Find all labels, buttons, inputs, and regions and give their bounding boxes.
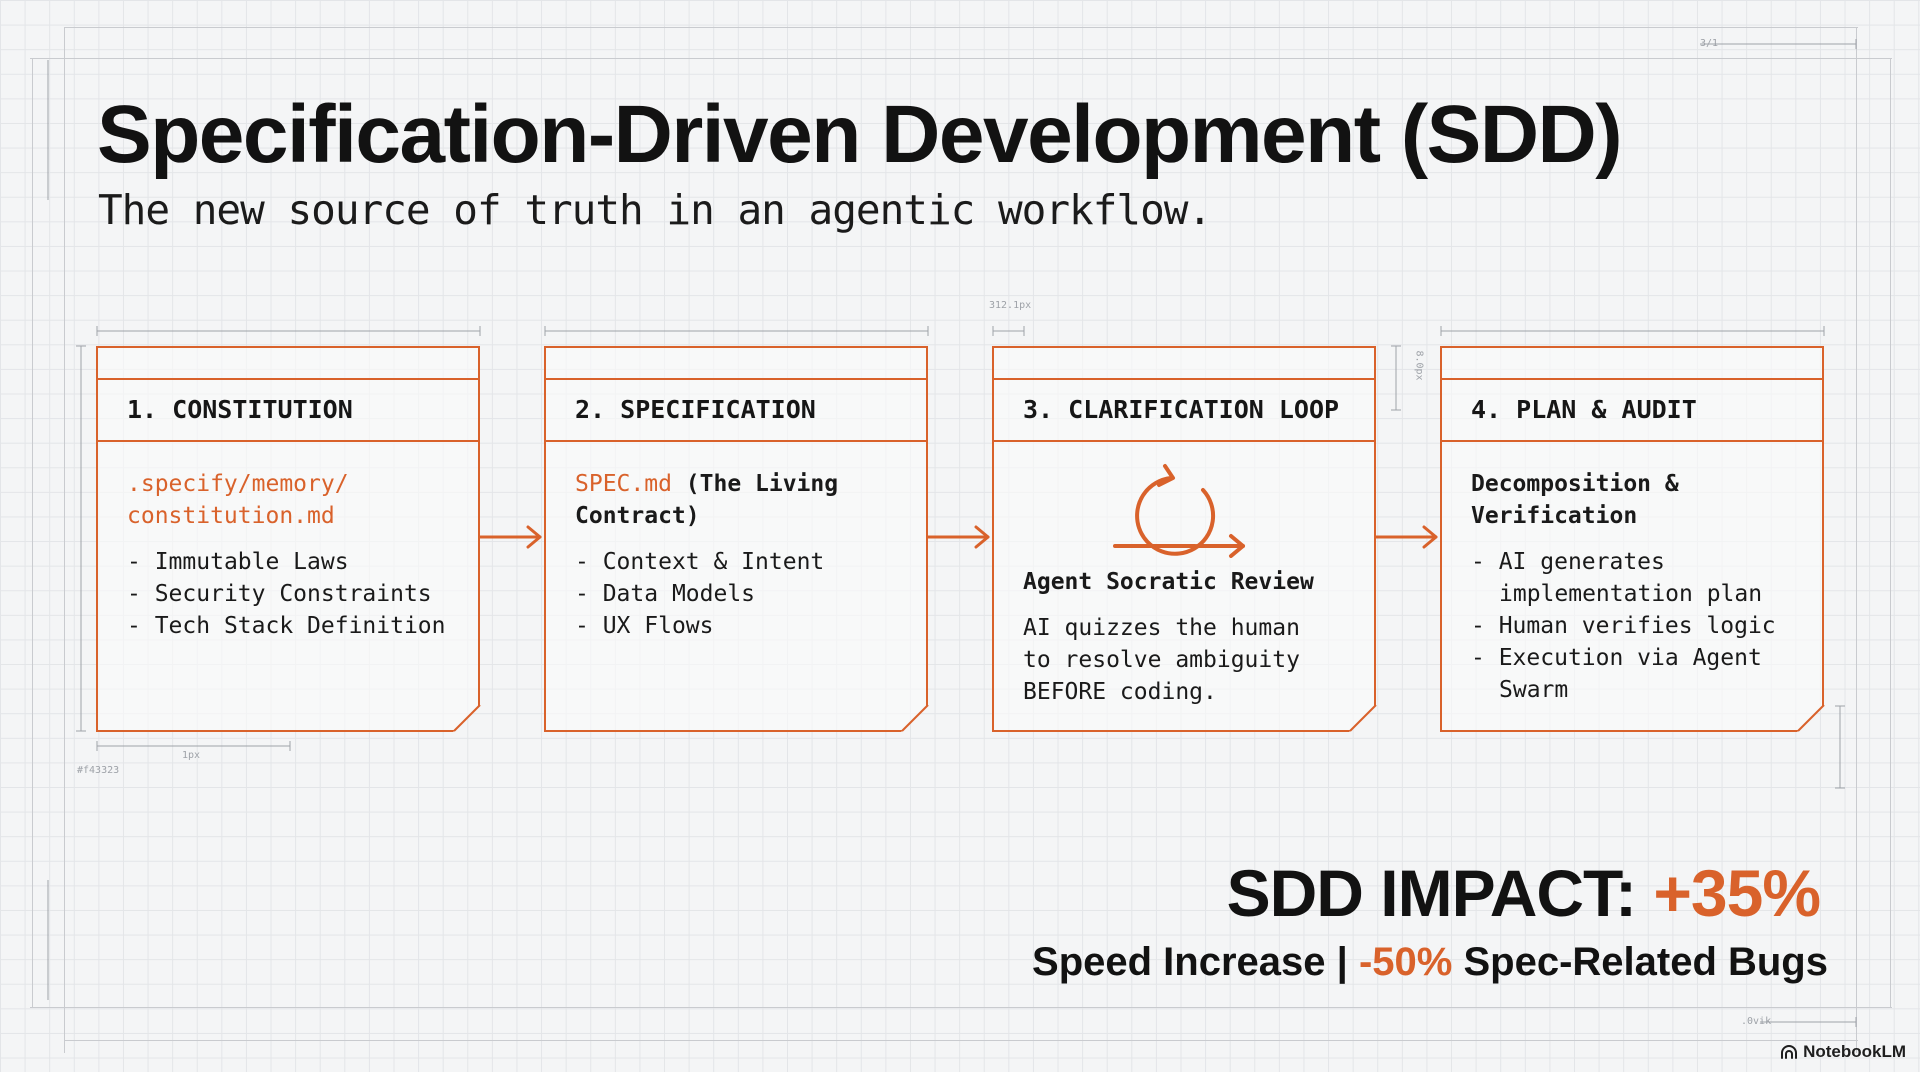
- file-name: SPEC.md: [575, 471, 672, 497]
- page-subtitle: The new source of truth in an agentic wo…: [98, 186, 1212, 234]
- item-list: AI generates implementation plan Human v…: [1471, 546, 1804, 706]
- intro-rest: (The Living Contract): [575, 471, 839, 529]
- list-item: Tech Stack Definition: [127, 610, 460, 642]
- branding: NotebookLM: [1780, 1042, 1906, 1062]
- list-item: UX Flows: [575, 610, 908, 642]
- impact-headline: SDD IMPACT: +35%: [1226, 855, 1821, 931]
- card-body: SPEC.md (The Living Contract) Context & …: [546, 442, 926, 642]
- frame-top-line: [64, 27, 1858, 28]
- card-body: .specify/memory/ constitution.md Immutab…: [98, 442, 478, 642]
- frame-left-outer-line: [32, 58, 33, 1008]
- card-body: Decomposition & Verification AI generate…: [1442, 442, 1822, 706]
- card-intro: .specify/memory/ constitution.md: [127, 468, 367, 532]
- impact-label: SDD IMPACT:: [1226, 856, 1654, 930]
- impact-details: Speed Increase | -50% Spec-Related Bugs: [1032, 940, 1828, 985]
- arrow-right-icon: [1374, 525, 1438, 549]
- speed-label: Speed Increase: [1032, 940, 1326, 984]
- card-top-band: [546, 348, 926, 380]
- item-list: Immutable Laws Security Constraints Tech…: [127, 546, 460, 642]
- dimension-label: .0vik: [1741, 1016, 1772, 1027]
- frame-right-outer-line: [1890, 58, 1891, 1008]
- step-card-plan-audit: 4. PLAN & AUDIT Decomposition & Verifica…: [1440, 346, 1824, 732]
- card-heading: 1. CONSTITUTION: [98, 380, 478, 442]
- list-item: Context & Intent: [575, 546, 908, 578]
- step-card-clarification-loop: 3. CLARIFICATION LOOP Agent Socratic Rev…: [992, 346, 1376, 732]
- frame-bottom-line: [30, 1007, 1892, 1008]
- brand-label: NotebookLM: [1803, 1042, 1906, 1061]
- card-heading: 3. CLARIFICATION LOOP: [994, 380, 1374, 442]
- card-top-band: [1442, 348, 1822, 380]
- refresh-loop-icon: [1113, 464, 1245, 558]
- arrow-right-icon: [926, 525, 990, 549]
- dimension-label: #f43323: [77, 765, 120, 776]
- item-list: Context & Intent Data Models UX Flows: [575, 546, 908, 642]
- card-heading: 4. PLAN & AUDIT: [1442, 380, 1822, 442]
- separator: |: [1325, 940, 1359, 984]
- card-top-band: [98, 348, 478, 380]
- card-body: Agent Socratic Review AI quizzes the hum…: [994, 442, 1374, 708]
- file-path: .specify/memory/ constitution.md: [127, 471, 349, 529]
- list-item: Human verifies logic: [1471, 610, 1804, 642]
- list-item: AI generates implementation plan: [1471, 546, 1804, 610]
- list-item: Execution via Agent Swarm: [1471, 642, 1804, 706]
- frame-left-line: [64, 27, 65, 1053]
- page-title: Specification-Driven Development (SDD): [97, 89, 1623, 180]
- list-item: Immutable Laws: [127, 546, 460, 578]
- card-top-band: [994, 348, 1374, 380]
- card-subheading: Decomposition & Verification: [1471, 471, 1679, 529]
- list-item: Security Constraints: [127, 578, 460, 610]
- frame-inner-top-line: [30, 58, 1892, 59]
- card-subheading: Agent Socratic Review: [1023, 569, 1314, 595]
- card-intro: SPEC.md (The Living Contract): [575, 468, 865, 532]
- step-card-specification: 2. SPECIFICATION SPEC.md (The Living Con…: [544, 346, 928, 732]
- step-card-constitution: 1. CONSTITUTION .specify/memory/ constit…: [96, 346, 480, 732]
- dimension-label: 312.1px: [989, 300, 1032, 311]
- dimension-label: 1px: [182, 750, 201, 761]
- bugs-value: -50%: [1358, 940, 1453, 984]
- list-item: Data Models: [575, 578, 908, 610]
- card-heading: 2. SPECIFICATION: [546, 380, 926, 442]
- frame-right-line: [1856, 27, 1857, 1053]
- frame-bottom-outer-line: [64, 1040, 1858, 1041]
- arrow-right-icon: [478, 525, 542, 549]
- speed-value: +35%: [1653, 856, 1821, 930]
- card-description: AI quizzes the human to resolve ambiguit…: [1023, 615, 1300, 705]
- notebooklm-logo-icon: [1781, 1045, 1798, 1059]
- bugs-label: Spec-Related Bugs: [1452, 940, 1828, 984]
- dimension-label: 3/1: [1700, 38, 1719, 49]
